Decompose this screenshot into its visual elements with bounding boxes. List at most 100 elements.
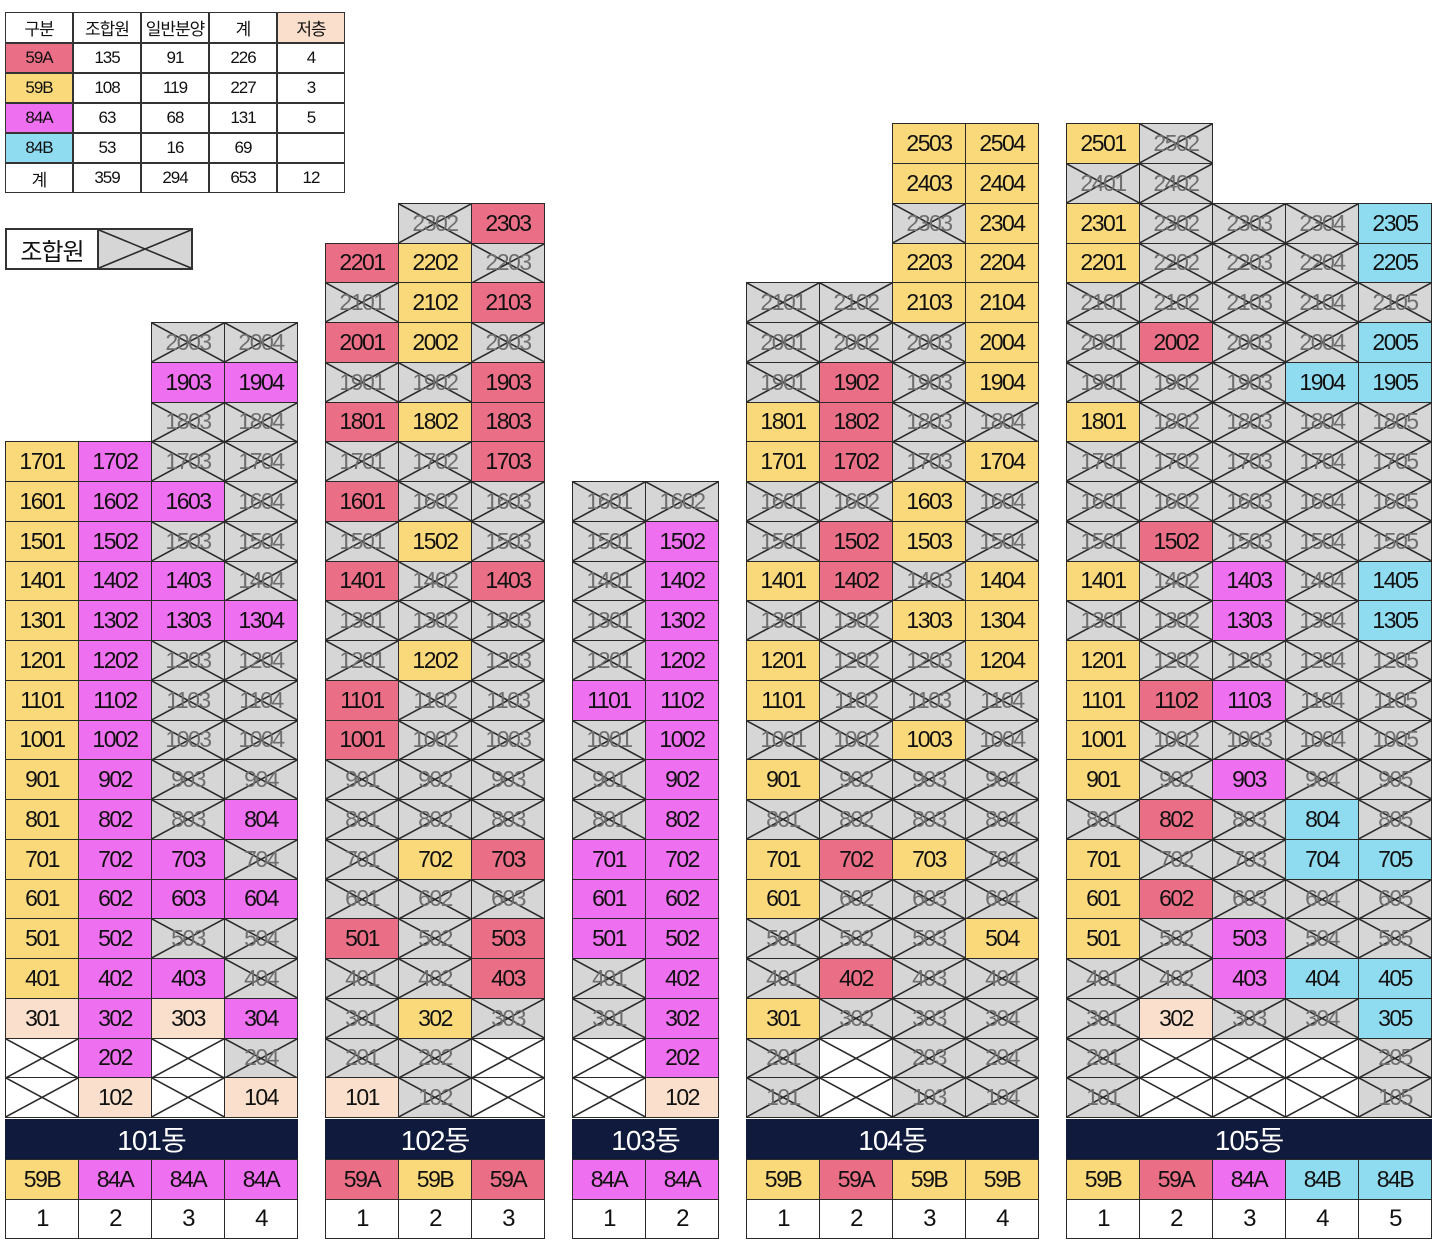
cross-icon [472,998,544,1038]
union-unit-cell: 1902 [398,361,472,403]
unit-number: 304 [1305,1004,1340,1031]
cross-icon [399,482,471,521]
unit-number: 1802 [412,408,459,435]
unit-number: 805 [1378,805,1413,832]
unit-number: 301 [1086,1004,1121,1031]
cross-icon [1286,482,1358,521]
cross-icon [152,720,224,760]
unit-number: 101 [1086,1084,1121,1111]
unit-number: 1603 [165,487,212,514]
unit-cell: 2205 [1358,242,1432,284]
unit-number: 1302 [92,607,139,634]
unit-number: 1801 [760,408,807,435]
cross-icon [472,720,544,760]
unit-number: 1501 [586,527,633,554]
unit-cell: 901 [5,759,79,800]
table-cell: 91 [141,43,209,73]
unit-number: 1102 [834,686,879,713]
unit-number: 1403 [485,567,532,594]
union-unit-cell: 1005 [1358,719,1432,761]
cross-icon [573,720,645,760]
union-unit-cell: 2302 [398,202,472,244]
unit-number: 1305 [1372,607,1419,634]
unit-cell: 1904 [965,361,1039,403]
unit-number: 604 [985,885,1020,912]
table-cell-value: 294 [162,168,188,187]
cross-icon [399,800,471,839]
unit-number: 905 [1378,766,1413,793]
unit-type-cell: 59A [1139,1159,1213,1200]
unit-number: 504 [244,925,279,952]
cross-icon [225,442,297,481]
unit-number: 601 [1086,885,1121,912]
unit-cell: 1202 [398,640,472,681]
unit-number: 804 [1305,805,1340,832]
unit-number: 701 [592,845,627,872]
unit-number: 104 [244,1084,279,1111]
unit-number: 1703 [485,448,532,475]
unit-number: 502 [418,925,453,952]
unit-cell: 1403 [151,560,225,602]
cross-icon [966,879,1038,919]
line-number-cell: 3 [471,1199,545,1239]
unit-number: 1501 [1080,527,1127,554]
union-unit-cell: 1903 [892,361,966,403]
unit-cell: 1603 [151,481,225,522]
unit-cell: 1101 [5,679,79,721]
union-unit-cell: 605 [1358,878,1432,920]
unit-cell: 305 [1358,997,1432,1039]
union-unit-cell: 2105 [1358,282,1432,323]
union-unit-cell: 1302 [398,600,472,641]
cross-icon [747,283,819,322]
union-unit-cell: 604 [965,878,1039,920]
union-unit-cell: 103 [892,1077,966,1118]
unit-number: 402 [1159,964,1194,991]
union-unit-cell: 1903 [1212,361,1286,403]
unit-number: 1302 [833,607,880,634]
line-number-cell: 2 [78,1199,152,1239]
unit-cell: 1303 [1212,600,1286,641]
cross-icon [747,323,819,362]
unit-number: 303 [491,1004,526,1031]
unit-cell: 2001 [325,322,399,363]
unit-number: 1105 [1373,686,1418,713]
union-unit-cell: 1102 [398,679,472,721]
table-cell: 84A [5,103,73,133]
unit-number: 901 [1086,766,1121,793]
unit-number: 402 [418,964,453,991]
unit-number: 1903 [1226,368,1273,395]
unit-number: 102 [418,1084,453,1111]
unit-number: 101 [766,1084,801,1111]
table-cell: 84B [5,133,73,163]
union-unit-cell: 1301 [325,600,399,641]
unit-number: 803 [1232,805,1267,832]
table-cell-value: 653 [230,168,256,187]
unit-number: 503 [491,925,526,952]
unit-number: 2204 [1299,249,1346,276]
unit-cell: 1404 [965,560,1039,602]
union-unit-cell: 2204 [1285,242,1359,284]
cross-icon [6,1038,78,1078]
table-cell-value: 68 [166,108,185,127]
union-unit-cell: 1704 [1285,441,1359,482]
cross-icon [399,561,471,601]
unit-number: 1803 [485,408,532,435]
unit-number: 2104 [979,289,1026,316]
unit-number: 2003 [485,328,532,355]
unit-cell: 2201 [325,242,399,284]
line-number: 1 [777,1205,790,1232]
unit-cell: 1102 [645,679,719,721]
unit-number: 1201 [760,646,807,673]
cross-icon [966,680,1038,720]
unit-number: 501 [592,925,627,952]
cross-icon [747,720,819,760]
line-number: 3 [1243,1205,1256,1232]
union-unit-cell: 1503 [151,520,225,562]
unit-number: 704 [1305,845,1340,872]
unit-type-label: 59A [1157,1166,1196,1192]
no-unit-cell [572,1077,646,1118]
unit-cell: 702 [819,838,893,880]
unit-number: 404 [244,964,279,991]
unit-number: 1201 [339,646,386,673]
